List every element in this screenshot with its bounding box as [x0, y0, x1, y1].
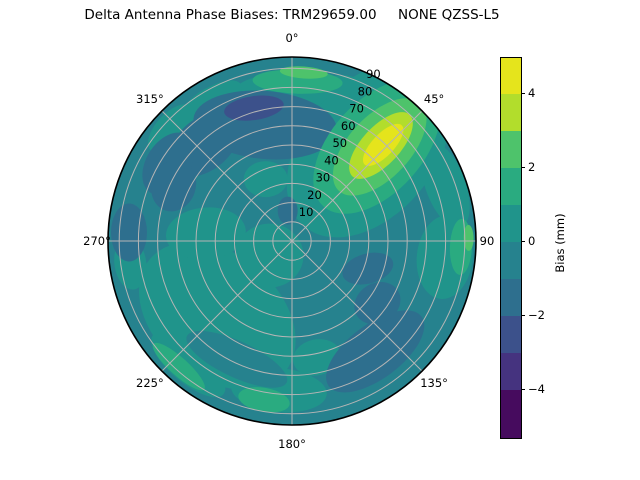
azimuth-spoke — [291, 240, 423, 372]
radial-tick-label: 80 — [358, 84, 373, 98]
colorbar-tick-label: −2 — [528, 308, 545, 322]
azimuth-spoke — [161, 110, 293, 242]
azimuth-tick-label: 135° — [420, 376, 448, 390]
colorbar-tick-label: −4 — [528, 382, 545, 396]
radial-tick-label: 30 — [316, 171, 331, 185]
contour-region-m12 — [277, 196, 298, 225]
colorbar-tick-mark — [521, 93, 526, 95]
colorbar-tick-mark — [521, 241, 526, 243]
chart-title: Delta Antenna Phase Biases: TRM29659.00 … — [84, 7, 500, 23]
colorbar-band--1..0 — [501, 242, 521, 279]
colorbar-tick-mark — [521, 315, 526, 317]
contour-region-p01 — [235, 223, 304, 288]
azimuth-tick-label: 225° — [136, 376, 164, 390]
colorbar-band--2..-1 — [501, 279, 521, 316]
colorbar-tick-mark — [521, 167, 526, 169]
contour-region-p23 — [463, 224, 474, 251]
contour-region-m12 — [354, 282, 401, 325]
contour-region-p12 — [152, 342, 205, 391]
azimuth-tick-label: 0° — [285, 31, 298, 45]
radial-tick-label: 10 — [299, 205, 314, 219]
contour-region-m12 — [111, 203, 147, 262]
azimuth-tick-label: 180° — [278, 437, 306, 451]
contour-region-p01 — [243, 161, 288, 198]
radial-tick-label: 50 — [332, 136, 347, 150]
colorbar-band-4..5 — [501, 58, 521, 94]
radial-tick-label: 20 — [307, 188, 322, 202]
azimuth-tick-label: 45° — [424, 92, 444, 106]
colorbar-band-3..4 — [501, 94, 521, 131]
colorbar-tick-label: 2 — [528, 160, 536, 174]
colorbar-tick-label: 4 — [528, 86, 536, 100]
azimuth-tick-label: 90 — [480, 234, 495, 248]
colorbar-axis-label: Bias (mm) — [553, 213, 567, 273]
colorbar-band-1..2 — [501, 168, 521, 205]
contour-region-m01 — [186, 330, 288, 388]
contour-region-p45 — [362, 123, 404, 166]
contour-region-p01 — [421, 142, 470, 229]
contour-region-p01 — [165, 207, 246, 260]
colorbar — [500, 57, 522, 439]
colorbar-band-2..3 — [501, 131, 521, 168]
azimuth-spoke — [291, 110, 423, 242]
azimuth-spoke — [161, 240, 293, 372]
colorbar-tick-label: 0 — [528, 234, 536, 248]
contour-region-m12 — [342, 252, 394, 285]
radial-tick-label: 40 — [324, 153, 339, 167]
contour-region-m12 — [326, 310, 425, 393]
azimuth-tick-label: 270° — [83, 234, 111, 248]
radial-tick-label: 60 — [341, 119, 356, 133]
colorbar-band-0..1 — [501, 205, 521, 242]
colorbar-band--3..-2 — [501, 316, 521, 353]
colorbar-band--5.3..-4 — [501, 390, 521, 438]
azimuth-tick-label: 315° — [136, 92, 164, 106]
radial-tick-label: 90 — [366, 67, 381, 81]
colorbar-tick-mark — [521, 389, 526, 391]
contour-region-m23 — [224, 95, 284, 121]
colorbar-band--4..-3 — [501, 353, 521, 390]
radial-tick-label: 70 — [349, 102, 364, 116]
polar-rim — [107, 56, 477, 426]
